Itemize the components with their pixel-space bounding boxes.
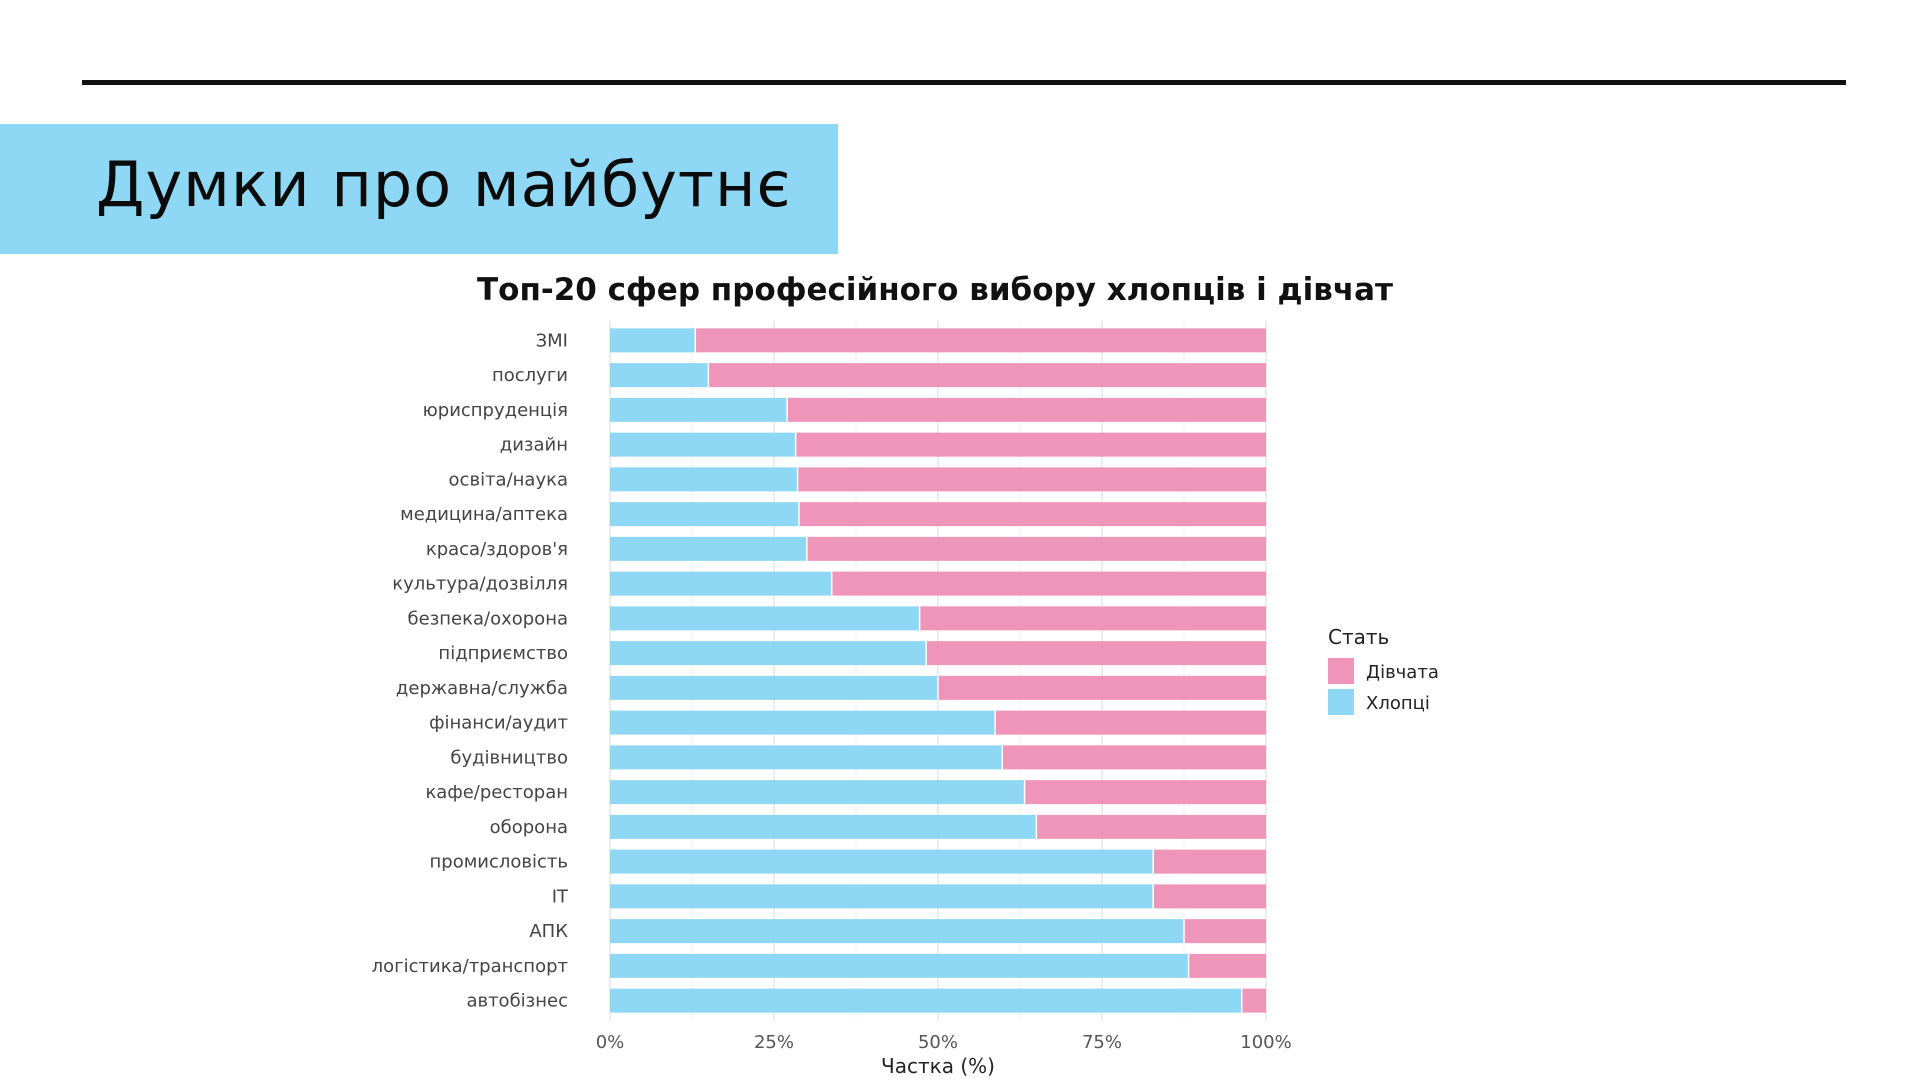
category-labels: ЗМІ послуги юриспруденція дизайн освіта/наук… <box>372 330 569 1011</box>
slide-title: Думки про майбутнє <box>96 148 792 221</box>
legend-label-0: Дівчата <box>1366 662 1439 683</box>
bar-girls-4 <box>797 467 1266 492</box>
legend-label-1: Хлопці <box>1366 693 1430 714</box>
category-label-7: культура/дозвілля <box>392 574 568 595</box>
bar-boys-16 <box>610 884 1154 909</box>
bar-boys-14 <box>610 814 1037 839</box>
category-label-3: дизайн <box>500 435 568 456</box>
bar-boys-7 <box>610 571 832 596</box>
category-label-15: промисловість <box>430 852 569 873</box>
bar-girls-10 <box>938 675 1266 700</box>
bar-girls-19 <box>1241 988 1266 1013</box>
category-label-17: АПК <box>529 921 568 942</box>
bar-boys-5 <box>610 502 799 527</box>
category-label-9: підприємство <box>438 643 568 664</box>
bar-boys-13 <box>610 780 1025 805</box>
category-label-13: кафе/ресторан <box>425 782 568 803</box>
bar-boys-1 <box>610 363 709 388</box>
legend-swatch-1 <box>1328 689 1354 715</box>
bar-girls-3 <box>795 432 1266 457</box>
category-label-2: юриспруденція <box>423 400 568 421</box>
bars <box>610 328 1266 1013</box>
category-label-0: ЗМІ <box>536 330 568 351</box>
bar-boys-15 <box>610 849 1154 874</box>
x-axis-ticks: 0% 25% 50% 75% 100% <box>596 1032 1292 1053</box>
bar-boys-8 <box>610 606 920 631</box>
category-label-1: послуги <box>492 365 568 386</box>
chart-title: Топ-20 сфер професійного вибору хлопців … <box>477 272 1393 308</box>
category-label-8: безпека/охорона <box>408 608 568 629</box>
title-band <box>0 124 838 254</box>
bar-girls-14 <box>1036 814 1266 839</box>
bar-girls-6 <box>806 536 1266 561</box>
bar-girls-9 <box>926 641 1266 666</box>
bar-boys-2 <box>610 397 788 422</box>
bar-boys-9 <box>610 641 927 666</box>
bar-girls-7 <box>831 571 1266 596</box>
bar-girls-18 <box>1188 953 1266 978</box>
bar-boys-17 <box>610 919 1184 944</box>
category-label-4: освіта/наука <box>449 469 568 490</box>
x-tick-label-1: 25% <box>754 1032 794 1053</box>
bar-boys-4 <box>610 467 798 492</box>
x-tick-label-2: 50% <box>918 1032 958 1053</box>
category-label-18: логістика/транспорт <box>372 956 568 977</box>
category-label-12: будівництво <box>450 747 568 768</box>
bar-girls-0 <box>695 328 1266 353</box>
grid-lines <box>609 321 1267 1020</box>
bar-boys-11 <box>610 710 996 735</box>
bar-girls-16 <box>1153 884 1266 909</box>
x-axis-title: Частка (%) <box>881 1054 995 1078</box>
category-label-11: фінанси/аудит <box>429 713 568 734</box>
x-tick-label-3: 75% <box>1082 1032 1122 1053</box>
category-label-16: IT <box>552 886 569 907</box>
category-label-6: краса/здоров'я <box>426 539 568 560</box>
bar-girls-15 <box>1153 849 1266 874</box>
top-divider <box>82 80 1846 85</box>
bar-boys-18 <box>610 953 1189 978</box>
category-label-5: медицина/аптека <box>400 504 568 525</box>
bar-boys-6 <box>610 536 807 561</box>
bar-girls-1 <box>708 363 1266 388</box>
bar-girls-11 <box>995 710 1266 735</box>
bar-girls-12 <box>1002 745 1266 770</box>
bar-girls-5 <box>798 502 1266 527</box>
bar-girls-2 <box>787 397 1266 422</box>
bar-girls-17 <box>1184 919 1266 944</box>
bar-boys-0 <box>610 328 696 353</box>
category-label-10: державна/служба <box>396 678 568 699</box>
bar-boys-19 <box>610 988 1242 1013</box>
category-label-19: автобізнес <box>466 991 568 1012</box>
bar-boys-3 <box>610 432 796 457</box>
legend: Стать Дівчата Хлопці <box>1328 625 1439 715</box>
bar-boys-12 <box>610 745 1003 770</box>
legend-swatch-0 <box>1328 658 1354 684</box>
x-tick-label-4: 100% <box>1240 1032 1291 1053</box>
legend-title: Стать <box>1328 625 1389 649</box>
bar-girls-13 <box>1024 780 1266 805</box>
category-label-14: оборона <box>490 817 568 838</box>
x-tick-label-0: 0% <box>596 1032 625 1053</box>
bar-boys-10 <box>610 675 938 700</box>
bar-girls-8 <box>919 606 1266 631</box>
